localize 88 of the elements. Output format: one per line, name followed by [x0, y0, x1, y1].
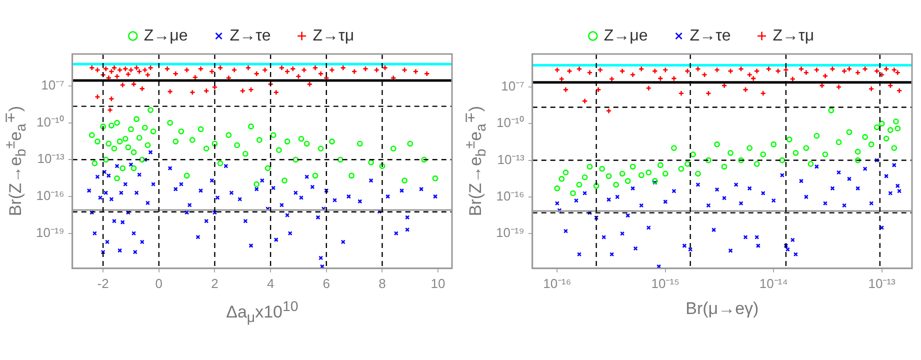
point [390, 146, 396, 152]
point [318, 146, 324, 152]
point [203, 146, 210, 152]
point [111, 146, 118, 152]
x-tick-label: 10⁻¹⁴ [759, 276, 788, 291]
x-tick-label: 10⁻¹⁵ [651, 276, 680, 291]
point [284, 138, 290, 144]
y-tick-label: 10⁻¹³ [37, 151, 66, 166]
point [184, 172, 190, 179]
point [148, 107, 154, 113]
point [226, 132, 232, 138]
y-tick-label: 10⁻¹³ [497, 152, 526, 167]
point [120, 165, 126, 172]
point [108, 122, 114, 128]
y-tick-label: 10⁻¹⁹ [496, 225, 524, 240]
legend-label: Z→μe [144, 27, 188, 44]
y-tick-label: 10⁻¹⁰ [36, 114, 64, 130]
y-tick-label: 10⁻⁷ [41, 78, 65, 93]
point [198, 126, 204, 132]
point [312, 172, 318, 179]
point [298, 136, 304, 142]
y-tick-label: 10⁻¹⁶ [496, 188, 524, 204]
point [130, 165, 137, 172]
point [421, 156, 428, 163]
point [402, 178, 408, 184]
x-tick-label: 10⁻¹³ [868, 276, 896, 291]
point [407, 140, 414, 147]
point [304, 140, 310, 147]
legend-label: Z→τe [690, 27, 731, 44]
y-tick-label: 10⁻¹⁶ [36, 188, 64, 204]
point [276, 147, 282, 154]
x-tick-label: 10⁻¹⁶ [543, 276, 572, 291]
point [337, 156, 344, 163]
point [248, 124, 254, 130]
point [329, 138, 335, 144]
y-tick-label: 10⁻¹⁹ [36, 224, 64, 240]
point [88, 132, 95, 138]
point [432, 175, 438, 182]
x-tick-label: 8 [378, 276, 386, 291]
x-axis-title: Δa$_{μ}$x10$^{10}$ [226, 299, 298, 326]
point [189, 137, 196, 143]
point [100, 124, 106, 130]
point [264, 165, 271, 172]
x-tick-label: 4 [266, 276, 274, 291]
point [348, 172, 354, 179]
point [106, 140, 112, 147]
point [130, 149, 137, 156]
legend-label: Z→τe [230, 27, 271, 44]
point [292, 156, 299, 163]
point [256, 137, 262, 143]
point [282, 178, 288, 184]
point [172, 138, 179, 144]
point [136, 134, 142, 141]
point [142, 124, 148, 131]
point [212, 140, 218, 147]
point [144, 142, 151, 148]
legend-label: Z→τμ [772, 27, 814, 44]
x-tick-label: 0 [155, 276, 163, 291]
legend-label: Z→τμ [312, 27, 354, 44]
x-tick-label: 10 [430, 276, 446, 291]
point [242, 150, 248, 157]
point [178, 128, 184, 134]
point [114, 120, 120, 126]
point [234, 142, 240, 148]
y-tick-label: 10⁻⁷ [501, 78, 525, 94]
point [102, 156, 109, 163]
point [116, 138, 123, 144]
x-tick-label: -2 [97, 276, 109, 291]
point [379, 163, 386, 170]
point [125, 144, 132, 150]
point [114, 175, 120, 182]
point [356, 140, 363, 147]
point [167, 120, 174, 126]
legend-label: Z→μe [604, 27, 648, 44]
point [254, 181, 260, 188]
x-tick-label: 6 [322, 276, 330, 291]
point [94, 138, 100, 144]
y-tick-label: 10⁻¹⁰ [496, 115, 524, 130]
point [122, 136, 128, 142]
point [150, 128, 156, 134]
point [134, 116, 140, 122]
point [139, 156, 146, 163]
point [270, 132, 276, 138]
point [92, 160, 98, 166]
point [217, 160, 224, 166]
x-tick-label: 2 [211, 276, 218, 291]
point [128, 126, 134, 132]
x-axis-title: Br(μ→eγ) [686, 299, 759, 318]
